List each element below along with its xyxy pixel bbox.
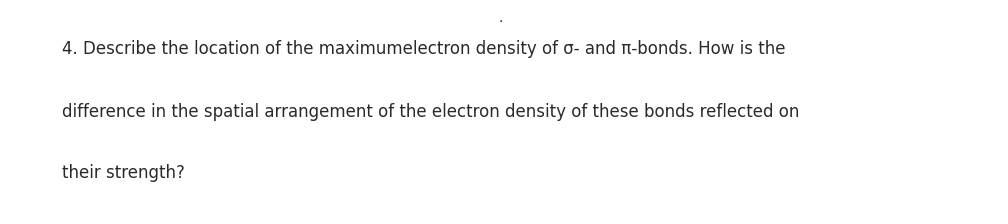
Text: their strength?: their strength? [62,164,185,181]
Text: .: . [499,11,503,25]
Text: difference in the spatial arrangement of the electron density of these bonds ref: difference in the spatial arrangement of… [62,103,800,121]
Text: 4. Describe the location of the maximumelectron density of σ- and π-bonds. How i: 4. Describe the location of the maximume… [62,40,786,58]
